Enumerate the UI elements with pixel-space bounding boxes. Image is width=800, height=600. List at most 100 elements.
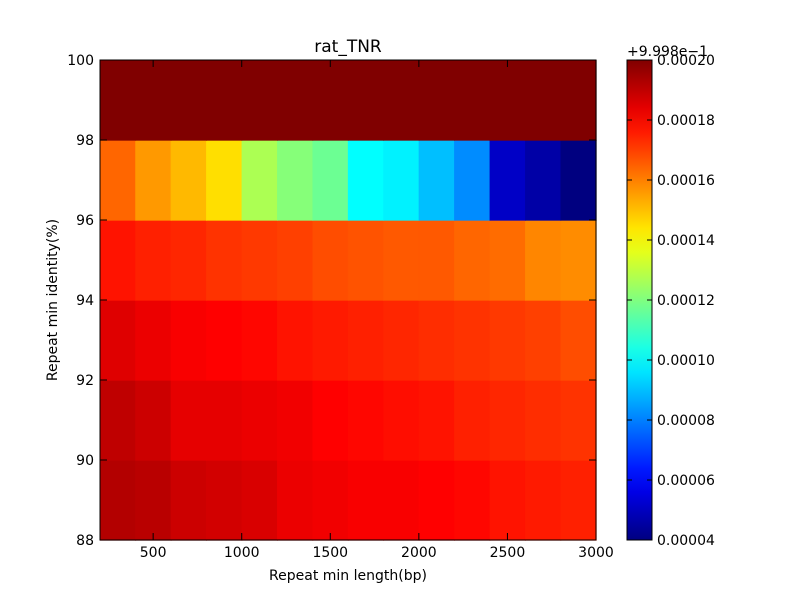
heatmap-cell — [135, 379, 172, 461]
heatmap-cell — [135, 459, 172, 541]
heatmap-cell — [276, 59, 314, 141]
heatmap-cell — [347, 139, 385, 221]
heatmap-cell — [99, 139, 137, 221]
heatmap-cell — [206, 299, 243, 381]
heatmap-cell — [489, 59, 526, 141]
colorbar-tick-label: 0.00006 — [657, 473, 715, 489]
y-tick-label: 100 — [67, 53, 94, 69]
heatmap-cell — [418, 459, 455, 541]
y-tick-label: 90 — [76, 453, 94, 469]
heatmap-cell — [170, 459, 207, 541]
colorbar-tick-label: 0.00020 — [657, 53, 715, 69]
heatmap-cell — [524, 299, 562, 381]
heatmap-cell — [489, 139, 526, 221]
heatmap-cell — [383, 219, 420, 301]
y-tick-label: 92 — [76, 373, 94, 389]
heatmap-cell — [241, 459, 278, 541]
heatmap-cell — [418, 299, 455, 381]
heatmap-cell — [418, 59, 455, 141]
y-axis-label: Repeat min identity(%) — [45, 219, 61, 381]
heatmap-cell — [524, 219, 562, 301]
heatmap-cell — [312, 219, 349, 301]
heatmap-cell — [312, 459, 349, 541]
x-axis-label: Repeat min length(bp) — [269, 568, 427, 584]
heatmap-cell — [560, 219, 597, 301]
heatmap-cell — [383, 139, 420, 221]
heatmap-cell — [99, 379, 137, 461]
heatmap-cell — [418, 139, 455, 221]
heatmap-cell — [524, 59, 562, 141]
heatmap-cell — [99, 219, 137, 301]
heatmap-cell — [312, 379, 349, 461]
heatmap-cell — [170, 299, 207, 381]
heatmap-cell — [170, 379, 207, 461]
colorbar-tick-label: 0.00018 — [657, 113, 715, 129]
x-tick-label: 3000 — [578, 545, 614, 561]
x-tick-label: 1000 — [224, 545, 260, 561]
heatmap-cell — [418, 219, 455, 301]
heatmap-cell — [524, 139, 562, 221]
heatmap-cell — [560, 379, 597, 461]
heatmap-cell — [241, 219, 278, 301]
heatmap-cell — [206, 59, 243, 141]
heatmap-cell — [383, 299, 420, 381]
y-tick-label: 96 — [76, 213, 94, 229]
heatmap-cell — [560, 299, 597, 381]
heatmap-cell — [99, 459, 137, 541]
heatmap-cell — [347, 219, 385, 301]
heatmap-cell — [135, 299, 172, 381]
colorbar-ticks: 0.00004 0.00006 0.00008 0.00010 0.00012 0.000… — [627, 53, 715, 549]
colorbar-offset-label: +9.998e−1 — [627, 44, 708, 60]
heatmap-cell — [347, 459, 385, 541]
chart-title: rat_TNR — [314, 37, 382, 57]
colorbar-tick-label: 0.00012 — [657, 293, 715, 309]
heatmap-cell — [347, 379, 385, 461]
heatmap-cell — [560, 59, 597, 141]
heatmap-cell — [241, 379, 278, 461]
heatmap-cell — [170, 139, 207, 221]
y-tick-label: 94 — [76, 293, 94, 309]
heatmap-cell — [489, 459, 526, 541]
heatmap-cell — [276, 459, 314, 541]
heatmap-cell — [454, 139, 491, 221]
heatmap-cells — [99, 59, 597, 541]
heatmap-cell — [347, 299, 385, 381]
heatmap-cell — [347, 59, 385, 141]
y-tick-label: 88 — [76, 533, 94, 549]
heatmap-cell — [489, 219, 526, 301]
x-tick-label: 2500 — [490, 545, 526, 561]
heatmap-cell — [560, 139, 597, 221]
x-axis-ticks: 500 1000 1500 2000 2500 3000 — [140, 60, 614, 561]
heatmap-cell — [312, 299, 349, 381]
heatmap-cell — [418, 379, 455, 461]
heatmap-cell — [524, 459, 562, 541]
heatmap-cell — [276, 299, 314, 381]
heatmap-cell — [454, 59, 491, 141]
heatmap-cell — [454, 379, 491, 461]
heatmap-cell — [99, 59, 137, 141]
heatmap-cell — [206, 219, 243, 301]
heatmap-cell — [206, 139, 243, 221]
x-tick-label: 2000 — [401, 545, 437, 561]
heatmap-cell — [560, 459, 597, 541]
colorbar-tick-label: 0.00008 — [657, 413, 715, 429]
heatmap-cell — [312, 59, 349, 141]
heatmap-cell — [241, 59, 278, 141]
heatmap-cell — [489, 379, 526, 461]
heatmap-cell — [170, 219, 207, 301]
y-axis-ticks: 88 90 92 94 96 98 100 — [67, 53, 596, 549]
heatmap-cell — [524, 379, 562, 461]
heatmap-cell — [241, 299, 278, 381]
heatmap-cell — [454, 459, 491, 541]
heatmap-cell — [383, 459, 420, 541]
heatmap-cell — [206, 379, 243, 461]
heatmap-cell — [454, 299, 491, 381]
heatmap-cell — [206, 459, 243, 541]
heatmap-cell — [276, 219, 314, 301]
heatmap-cell — [276, 379, 314, 461]
x-tick-label: 500 — [140, 545, 167, 561]
y-tick-label: 98 — [76, 133, 94, 149]
heatmap-cell — [135, 59, 172, 141]
heatmap-cell — [276, 139, 314, 221]
